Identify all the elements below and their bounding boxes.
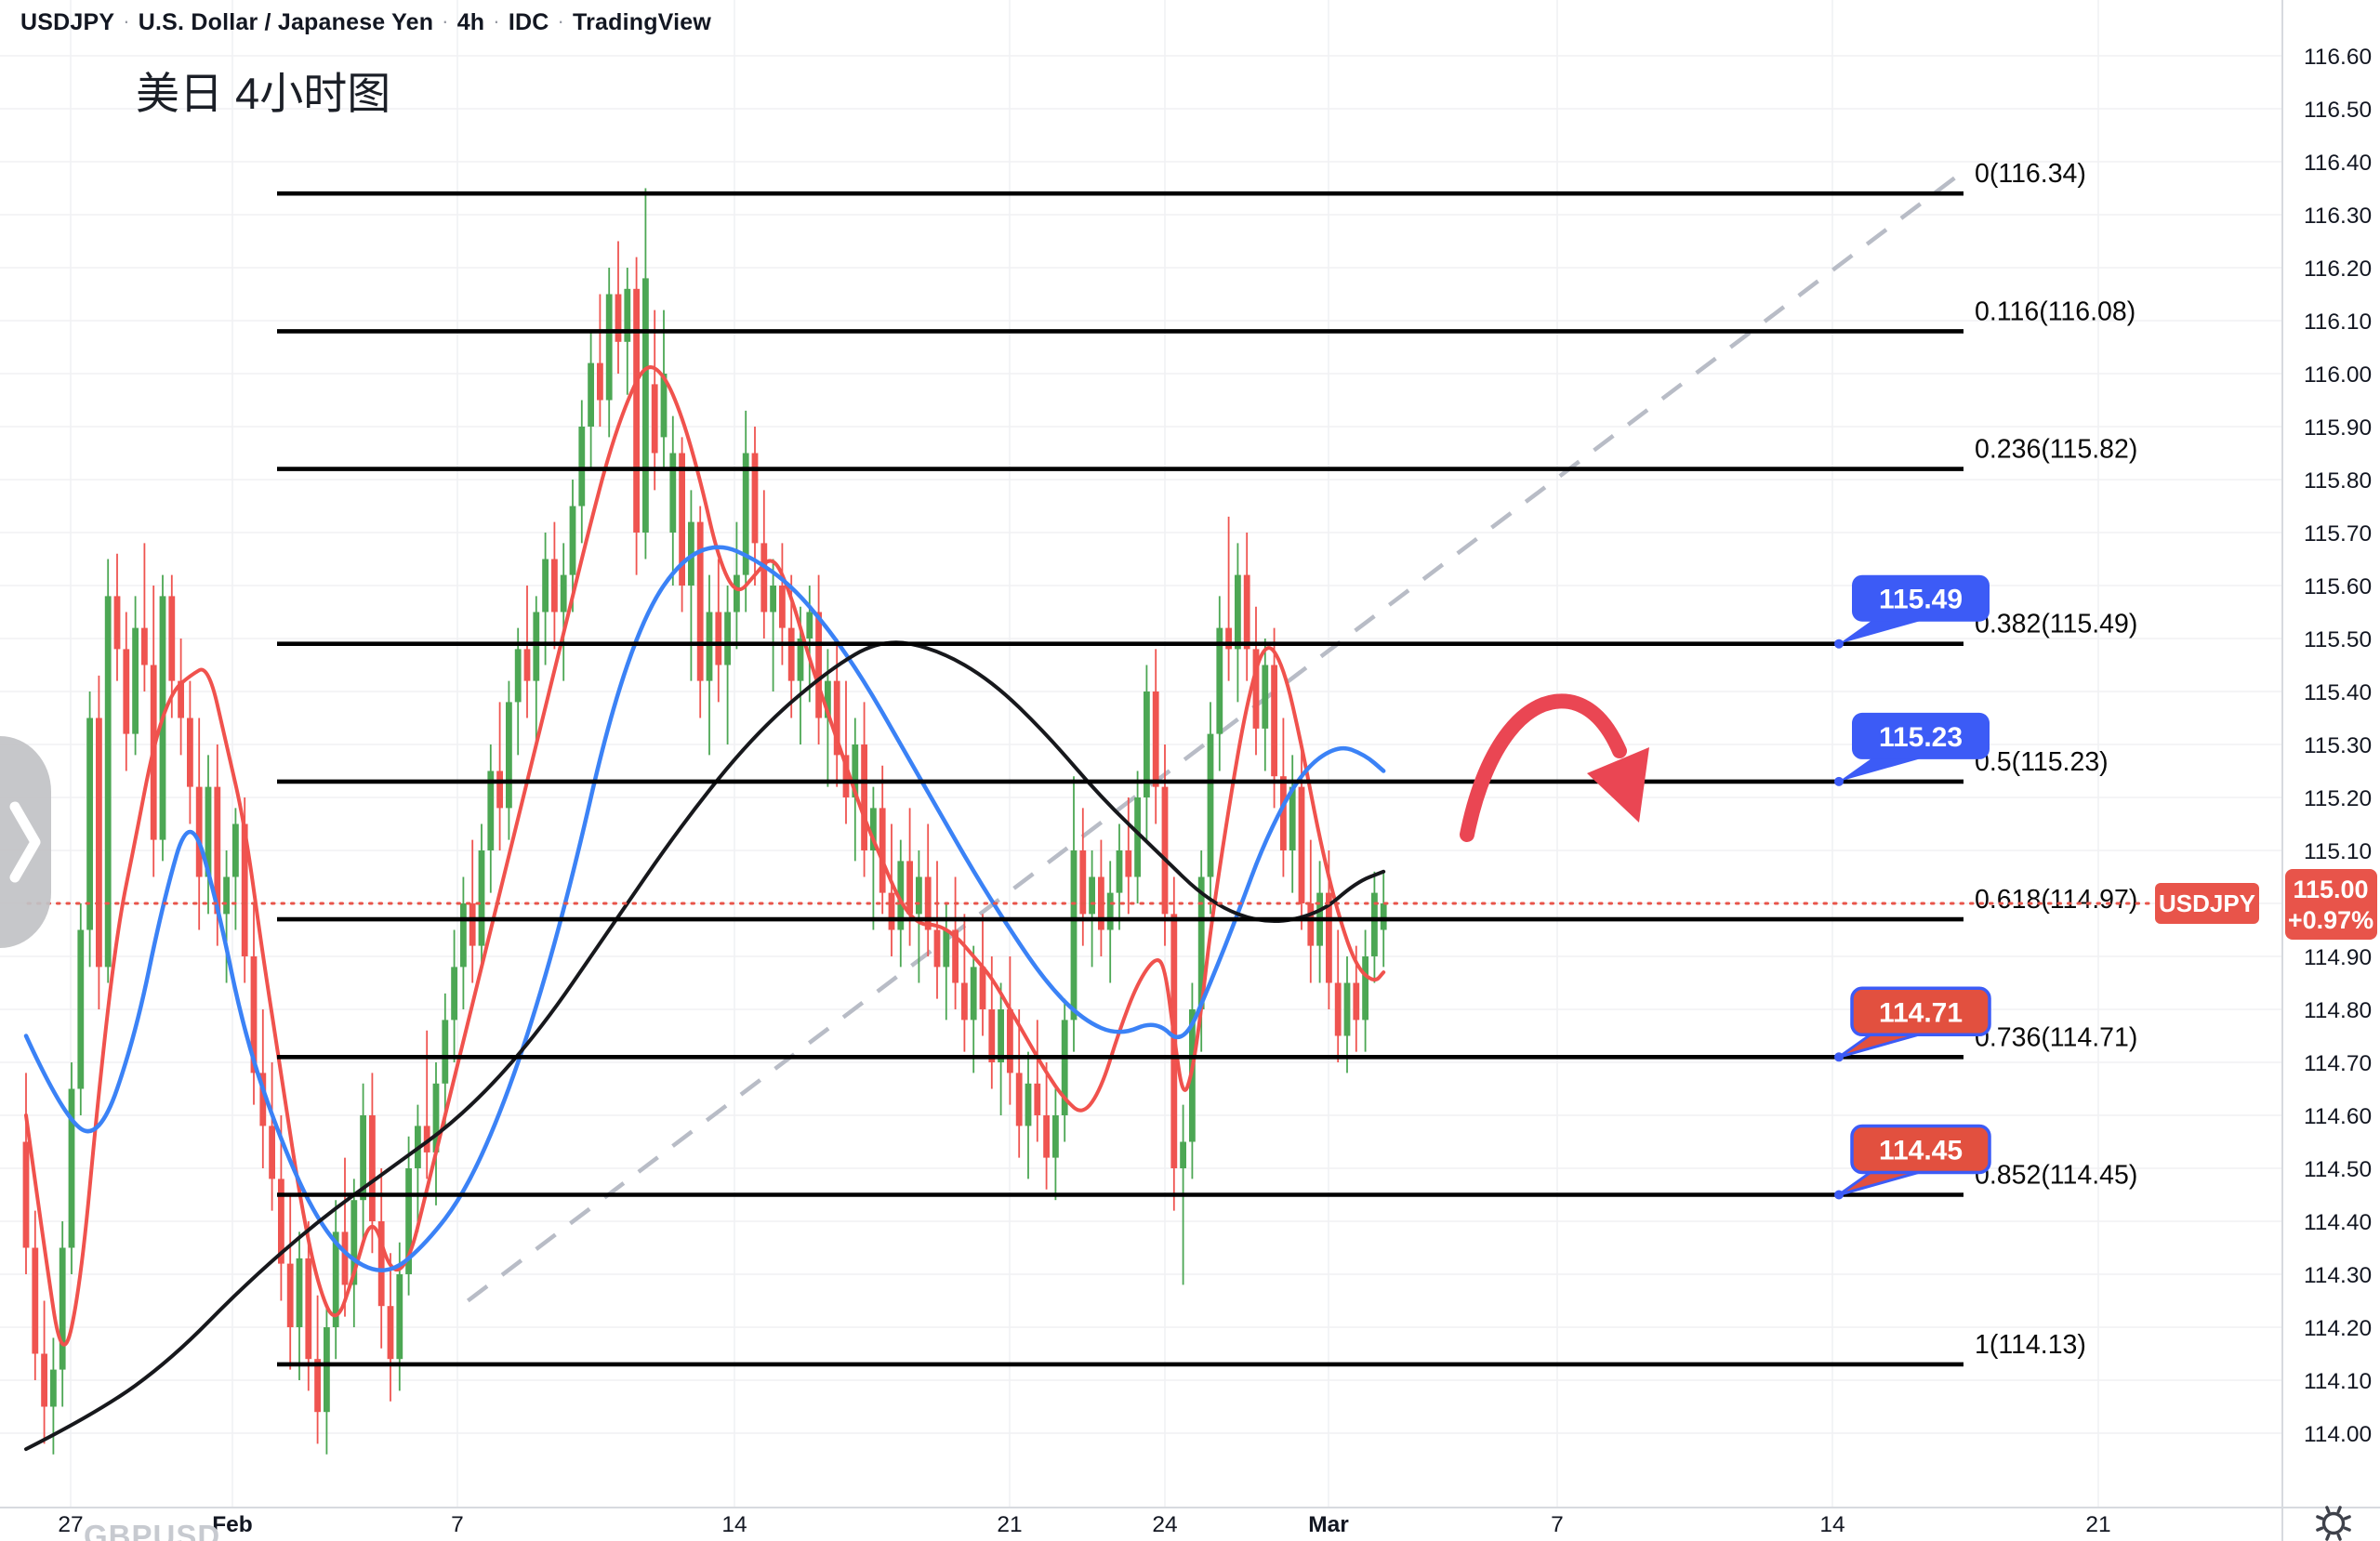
fib-level-label: 0.852(114.45) [1975,1161,2137,1191]
price-axis-label: 114.20 [2304,1316,2372,1341]
fib-level-label: 0.5(115.23) [1975,747,2109,777]
svg-text:115.49: 115.49 [1879,585,1963,615]
fib-retracement[interactable]: 0(116.34) 0.116(116.08) 0.236(115.82) 0.382… [277,159,2137,1367]
price-axis-label: 116.50 [2304,98,2372,123]
legend-platform[interactable]: TradingView [573,9,712,35]
legend-interval[interactable]: 4h [456,9,485,35]
price-axis-label: 114.10 [2304,1369,2372,1394]
time-axis-label: 7 [1551,1512,1564,1537]
price-axis-label: 114.60 [2304,1104,2372,1129]
legend-separator: · [493,9,500,33]
legend-separator: · [123,9,130,33]
svg-text:114.45: 114.45 [1879,1136,1963,1166]
fib-level-label: 0.236(115.82) [1975,435,2137,465]
dashed-trendline[interactable] [466,170,1964,1303]
fib-level-label: 0.736(114.71) [1975,1022,2137,1052]
price-axis-label: 116.40 [2304,151,2372,176]
arrow-annotation[interactable] [1460,693,1649,842]
ma-slow-black [24,640,1386,1452]
legend-separator: · [442,9,449,33]
price-axis-label: 116.60 [2304,45,2372,70]
price-axis-label: 115.90 [2304,415,2372,441]
svg-text:USDJPY: USDJPY [2159,889,2255,917]
price-axis-label: 115.60 [2304,574,2372,599]
price-axis[interactable]: 116.60 116.50 116.40 116.30 116.20 116.10 116.… [2281,0,2380,1541]
price-axis-label: 116.20 [2304,257,2372,282]
fib-level-label: 1(114.13) [1975,1330,2086,1360]
time-axis-label: Mar [1308,1512,1349,1537]
price-axis-label: 114.80 [2304,998,2372,1023]
settings-gear-icon[interactable] [2316,1506,2351,1541]
price-axis-label: 114.90 [2304,945,2372,970]
price-axis-label: 115.30 [2304,733,2372,758]
price-axis-label: 116.00 [2304,362,2372,388]
price-callout-114.45[interactable]: 114.45 [1834,1124,1991,1200]
watermark-symbol: GBPUSD [84,1519,221,1541]
time-axis-label: 7 [451,1512,464,1537]
svg-text:115.23: 115.23 [1879,722,1963,753]
price-axis-label: 115.70 [2304,521,2372,547]
time-axis-label: 21 [997,1512,1022,1537]
chevron-right-icon [9,801,41,883]
fib-level-label: 0(116.34) [1975,159,2086,189]
price-axis-label: 116.10 [2304,310,2372,335]
time-axis-label: 21 [2085,1512,2110,1537]
price-axis-label: 115.50 [2304,627,2372,652]
svg-text:+0.97%: +0.97% [2288,906,2373,934]
chart-legend[interactable]: USDJPY · U.S. Dollar / Japanese Yen · 4h · IDC… [20,9,711,36]
svg-text:115.00: 115.00 [2293,876,2368,903]
price-callout-115.23[interactable]: 115.23 [1834,712,1990,786]
price-axis-label: 114.70 [2304,1051,2372,1076]
price-callout-114.71[interactable]: 114.71 [1834,986,1991,1062]
ma-fast-red [24,365,1386,1347]
price-callout-115.49[interactable]: 115.49 [1834,574,1990,649]
time-axis-label: 14 [721,1512,747,1537]
price-axis-label: 116.30 [2304,204,2372,229]
legend-description: U.S. Dollar / Japanese Yen [138,9,434,35]
price-axis-label: 115.10 [2304,839,2372,864]
price-axis-label: 115.20 [2304,786,2372,811]
fib-level-label: 0.116(116.08) [1975,296,2135,326]
price-axis-label: 114.40 [2304,1210,2372,1235]
symbol-price-tag: USDJPY [2155,883,2259,924]
ma-mid-blue [23,545,1386,1272]
legend-exchange: IDC [508,9,549,35]
price-axis-label: 114.30 [2304,1263,2372,1288]
time-axis-label: 27 [58,1512,83,1537]
fib-level-label: 0.618(114.97) [1975,885,2137,915]
legend-separator: · [557,9,564,33]
current-price-axis-badge: 115.00 +0.97% [2285,869,2377,940]
time-axis-label: Feb [212,1512,253,1537]
candlestick-series [22,188,1387,1455]
chart-title: 美日 4小时图 [136,69,391,118]
svg-text:114.71: 114.71 [1879,997,1963,1028]
object-tree-tab[interactable] [0,736,51,948]
price-axis-label: 114.50 [2304,1157,2372,1182]
time-axis[interactable]: 27 Feb 7 14 21 24 Mar 7 14 21 [0,1506,2380,1541]
legend-symbol[interactable]: USDJPY [20,9,115,35]
time-axis-label: 14 [1819,1512,1844,1537]
price-axis-label: 115.40 [2304,680,2372,705]
time-axis-label: 24 [1152,1512,1177,1537]
fib-level-label: 0.382(115.49) [1975,610,2137,639]
price-axis-label: 114.00 [2304,1422,2372,1447]
price-axis-label: 115.80 [2304,468,2372,494]
